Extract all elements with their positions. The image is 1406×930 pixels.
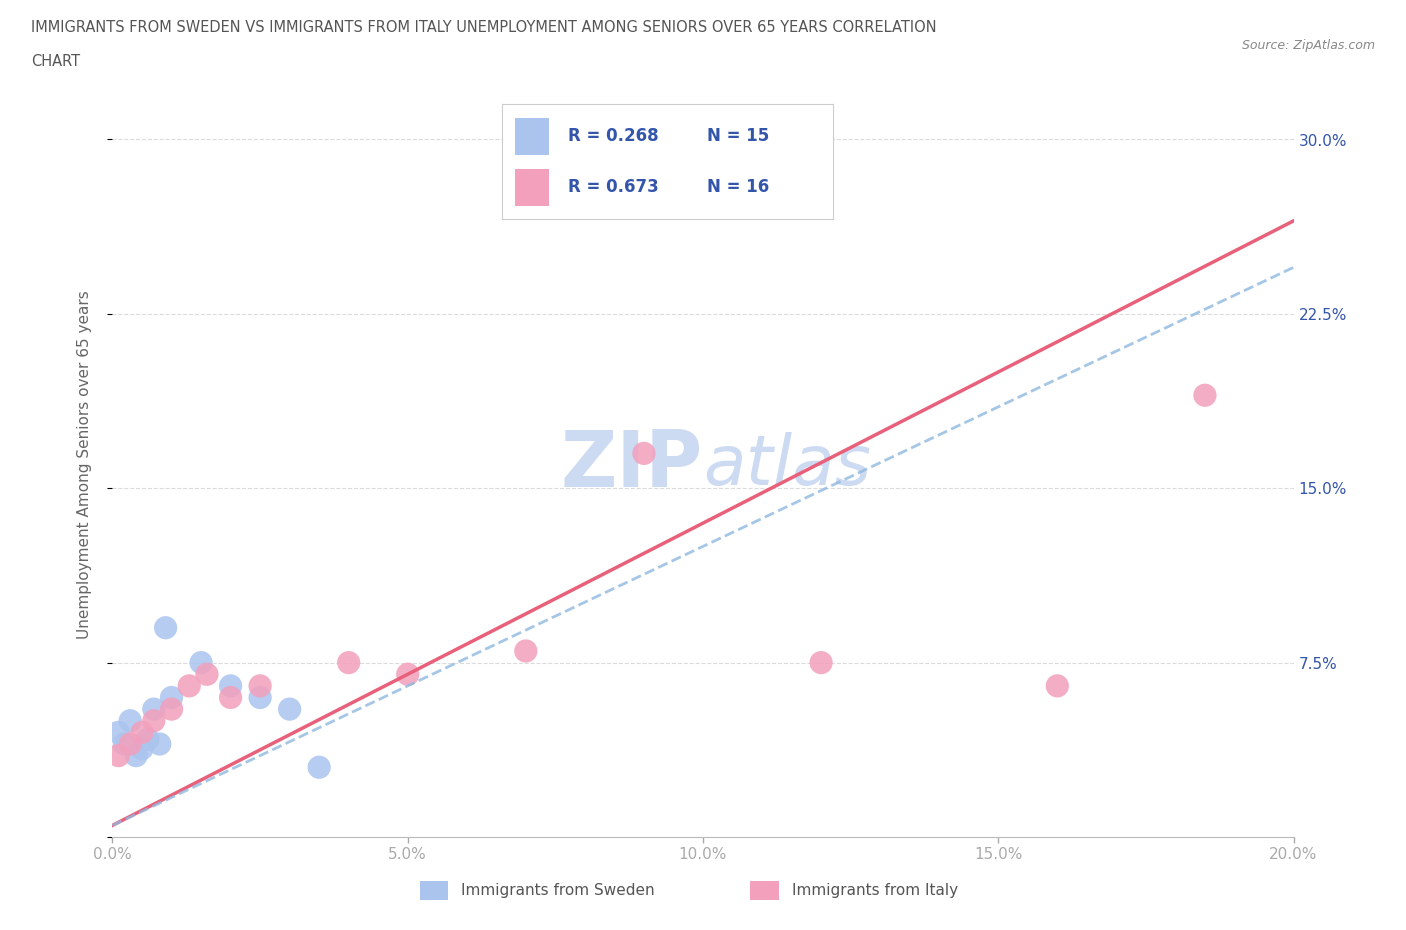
Point	[219, 679, 242, 694]
Point	[112, 737, 135, 751]
Point	[179, 679, 201, 694]
Point	[1046, 679, 1069, 694]
Point	[160, 690, 183, 705]
Point	[249, 679, 271, 694]
Point	[308, 760, 330, 775]
Point	[120, 737, 142, 751]
Text: Immigrants from Italy: Immigrants from Italy	[792, 884, 957, 898]
Point	[125, 748, 148, 763]
Point	[131, 741, 153, 756]
Point	[142, 713, 165, 728]
Bar	[419, 881, 449, 900]
Point	[633, 446, 655, 461]
Bar	[751, 881, 779, 900]
Text: Immigrants from Sweden: Immigrants from Sweden	[461, 884, 655, 898]
Point	[155, 620, 177, 635]
Text: Source: ZipAtlas.com: Source: ZipAtlas.com	[1241, 39, 1375, 52]
Text: CHART: CHART	[31, 54, 80, 69]
Point	[107, 725, 129, 740]
Point	[195, 667, 218, 682]
Point	[249, 690, 271, 705]
Point	[810, 656, 832, 671]
Text: ZIP: ZIP	[561, 427, 703, 503]
Point	[396, 667, 419, 682]
Point	[131, 725, 153, 740]
Point	[120, 713, 142, 728]
Point	[190, 656, 212, 671]
Point	[1194, 388, 1216, 403]
Point	[337, 656, 360, 671]
Point	[278, 702, 301, 717]
Point	[107, 748, 129, 763]
Y-axis label: Unemployment Among Seniors over 65 years: Unemployment Among Seniors over 65 years	[77, 291, 91, 640]
Text: atlas: atlas	[703, 432, 870, 498]
Point	[142, 702, 165, 717]
Point	[136, 732, 159, 747]
Point	[515, 644, 537, 658]
Point	[160, 702, 183, 717]
Text: IMMIGRANTS FROM SWEDEN VS IMMIGRANTS FROM ITALY UNEMPLOYMENT AMONG SENIORS OVER : IMMIGRANTS FROM SWEDEN VS IMMIGRANTS FRO…	[31, 20, 936, 35]
Point	[219, 690, 242, 705]
Point	[149, 737, 172, 751]
